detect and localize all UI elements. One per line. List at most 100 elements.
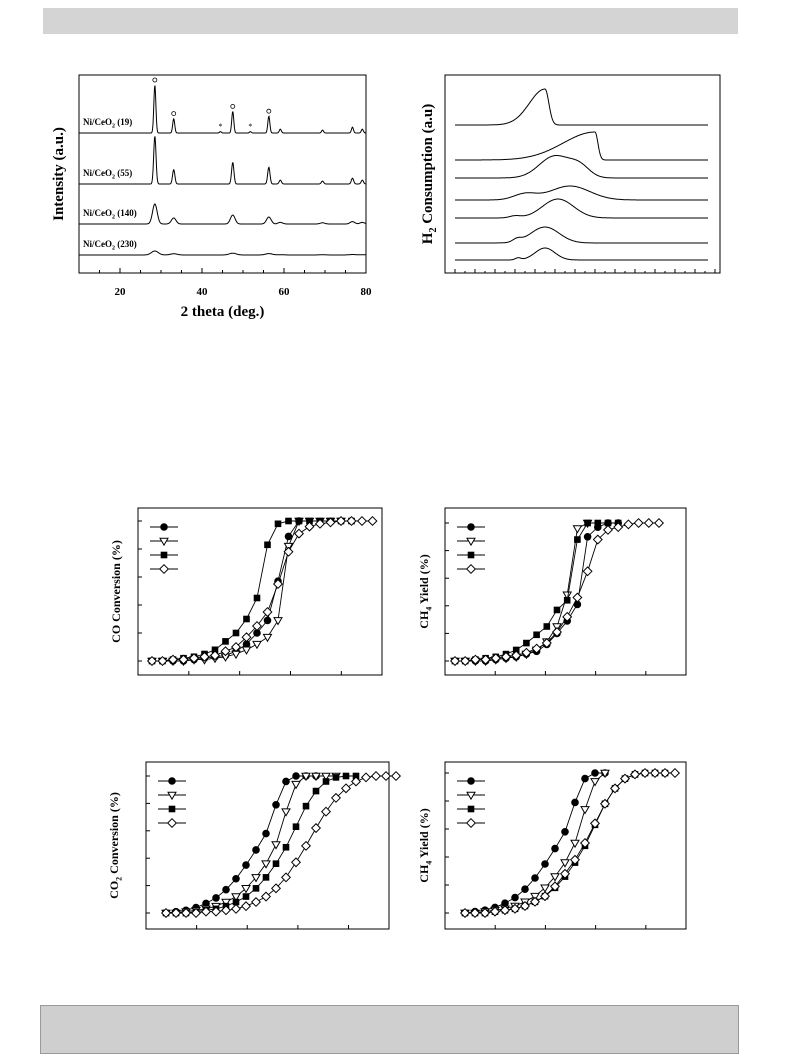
data-point: [262, 633, 273, 643]
xrd-x-tick-label: 20: [115, 286, 127, 298]
data-point: [619, 773, 631, 784]
data-point: [252, 640, 262, 650]
data-point: [200, 906, 212, 917]
ni-peak-marker: *: [218, 122, 222, 131]
legend-marker: [467, 551, 475, 559]
data-point: [293, 528, 305, 539]
data-point: [599, 798, 611, 809]
data-point: [241, 646, 252, 655]
tpr-plot-frame: [444, 74, 721, 274]
tpr-profile-line: [455, 155, 708, 179]
y-axis-label: CH4 Yield (%): [417, 808, 433, 882]
series-line: [455, 522, 619, 662]
data-point: [539, 891, 551, 902]
data-point: [623, 519, 634, 530]
data-point: [550, 873, 560, 882]
data-point: [469, 907, 481, 919]
legend-marker: [159, 537, 169, 547]
data-point: [242, 893, 250, 900]
data-point: [523, 639, 530, 647]
data-point: [251, 620, 263, 632]
legend-marker: [467, 777, 475, 785]
data-point: [490, 653, 501, 664]
data-point: [521, 885, 529, 894]
xrd-pattern-line: [79, 203, 367, 225]
xrd-series-label: Ni/CeO2 (230): [83, 239, 137, 252]
data-point: [367, 515, 378, 527]
data-point: [591, 769, 599, 777]
data-point: [643, 517, 654, 529]
data-point: [332, 774, 340, 781]
xrd-x-tick-label: 40: [197, 286, 209, 298]
y-axis-label: CH4 Yield (%): [417, 554, 433, 628]
data-point: [178, 654, 189, 665]
data-point: [470, 654, 481, 665]
data-point: [613, 522, 624, 533]
tpr-profile-line: [455, 247, 708, 261]
legend-marker: [466, 537, 476, 547]
page-footer-box: [40, 1005, 739, 1054]
data-point: [306, 517, 313, 525]
legend-marker: [168, 805, 176, 813]
data-point: [583, 533, 592, 541]
legend-marker: [466, 791, 476, 801]
legend-marker: [167, 791, 177, 801]
data-point: [262, 829, 270, 838]
data-point: [314, 518, 326, 529]
data-point: [529, 896, 541, 907]
data-point: [584, 519, 591, 527]
data-point: [281, 808, 291, 817]
data-point: [301, 772, 311, 782]
data-point: [222, 638, 229, 645]
data-point: [512, 646, 520, 654]
data-point: [330, 792, 342, 803]
data-point: [160, 907, 172, 919]
data-point: [570, 839, 580, 849]
data-point: [242, 861, 250, 869]
data-point: [252, 885, 260, 892]
data-point: [581, 774, 589, 783]
data-point: [335, 515, 347, 527]
data-point: [582, 566, 593, 577]
data-point: [489, 906, 501, 917]
xrd-series-label: Ni/CeO2 (55): [83, 168, 132, 181]
data-point: [572, 592, 583, 603]
data-point: [600, 769, 610, 779]
conversion-chart: CO2 Conversion (%): [107, 761, 402, 930]
data-point: [340, 783, 352, 794]
data-point: [449, 655, 461, 667]
data-point: [460, 655, 471, 667]
series-line: [455, 522, 659, 662]
data-point: [146, 655, 158, 667]
data-point: [559, 868, 571, 879]
data-point: [511, 650, 522, 661]
data-point: [220, 905, 232, 916]
data-point: [629, 769, 641, 780]
data-point: [322, 778, 330, 785]
data-point: [540, 884, 550, 893]
data-point: [253, 594, 261, 602]
data-point: [533, 631, 540, 639]
data-point: [282, 777, 290, 786]
data-point: [188, 653, 200, 664]
data-point: [260, 891, 272, 902]
data-point: [232, 629, 240, 637]
data-point: [272, 860, 280, 867]
data-point: [271, 841, 281, 850]
data-point: [519, 900, 531, 912]
data-point: [592, 534, 603, 545]
data-point: [302, 802, 310, 810]
data-point: [210, 906, 222, 917]
data-point: [232, 898, 240, 906]
data-point: [222, 885, 230, 894]
data-point: [310, 823, 322, 834]
data-point: [509, 903, 521, 914]
data-point: [356, 515, 368, 527]
data-point: [572, 525, 583, 534]
xrd-pattern-line: [79, 136, 367, 185]
data-point: [511, 893, 519, 902]
ceo2-peak-marker: [230, 104, 236, 109]
legend-marker: [160, 523, 168, 531]
data-point: [199, 651, 210, 662]
data-point: [230, 903, 242, 914]
